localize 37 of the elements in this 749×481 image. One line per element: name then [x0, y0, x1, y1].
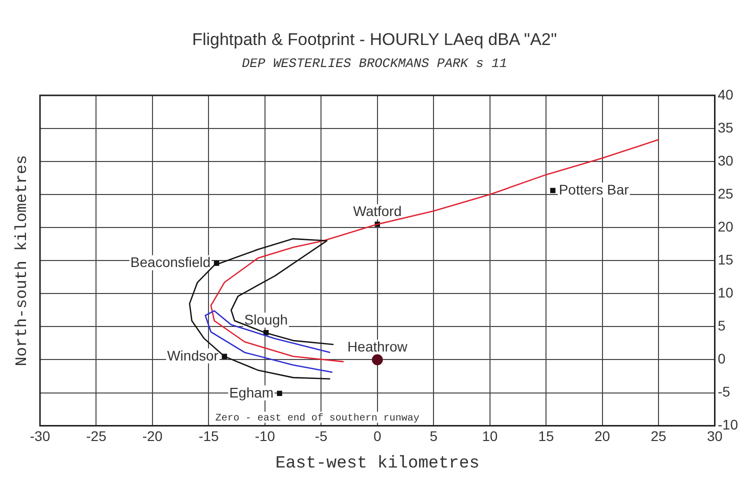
annotation: Watford [353, 203, 402, 220]
x-tick-label: 25 [650, 428, 667, 444]
annotation: Windsor [167, 347, 219, 364]
y-tick-label: 0 [718, 350, 726, 367]
chart-subtitle: DEP WESTERLIES BROCKMANS PARK s 11 [240, 56, 508, 71]
y-tick-label: 25 [718, 185, 734, 202]
point [276, 390, 282, 396]
y-tick-label: 40 [718, 86, 734, 102]
x-tick-label: 5 [430, 428, 438, 444]
point [372, 354, 383, 366]
x-tick-label: 15 [538, 428, 554, 444]
y-axis-title: North-south kilometres [13, 154, 32, 366]
x-tick-label: -5 [314, 428, 328, 444]
y-tick-label: 10 [718, 284, 734, 300]
point [550, 188, 556, 194]
y-tick-label: 30 [718, 152, 734, 168]
chart-title: Flightpath & Footprint - HOURLY LAeq dBA "A2" [191, 30, 558, 50]
x-tick-label: -20 [142, 428, 163, 444]
x-tick-label: 10 [482, 428, 498, 444]
y-tick-label: 5 [718, 318, 726, 334]
x-axis-title: East-west kilometres [275, 454, 480, 474]
x-tick-label: 20 [594, 428, 610, 444]
y-tick-label: 15 [718, 251, 734, 268]
annotation: Potters Bar [558, 181, 630, 198]
y-tick-label: 20 [718, 218, 734, 234]
annotation: Zero - east end of southern runway [215, 412, 420, 424]
x-tick-label: -15 [198, 428, 220, 444]
y-tick-label: -5 [718, 384, 730, 400]
annotation: Beaconsfield [130, 254, 211, 270]
annotation: Slough [244, 311, 288, 328]
annotation: Egham [229, 384, 274, 400]
annotation: Heathrow [347, 338, 408, 355]
x-tick-label: -10 [254, 428, 276, 444]
y-tick-label: 35 [718, 119, 734, 136]
x-tick-label: -25 [86, 428, 107, 444]
x-tick-label: -30 [30, 428, 50, 444]
x-tick-label: 0 [373, 428, 382, 444]
